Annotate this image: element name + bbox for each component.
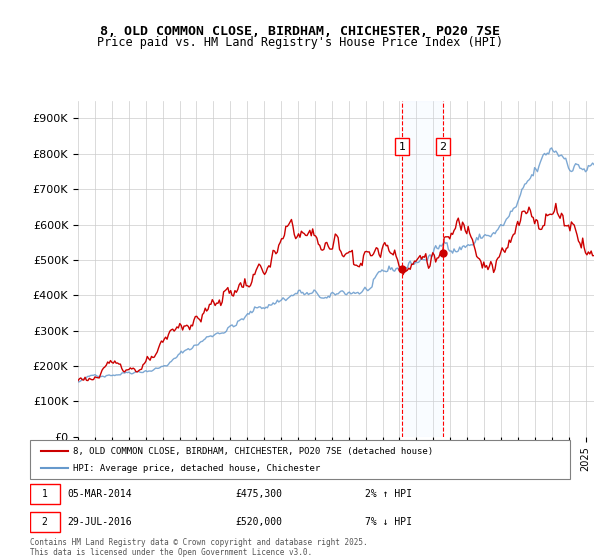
- FancyBboxPatch shape: [30, 440, 570, 479]
- Text: 7% ↓ HPI: 7% ↓ HPI: [365, 517, 412, 527]
- Text: Contains HM Land Registry data © Crown copyright and database right 2025.
This d: Contains HM Land Registry data © Crown c…: [30, 538, 368, 557]
- Text: 8, OLD COMMON CLOSE, BIRDHAM, CHICHESTER, PO20 7SE: 8, OLD COMMON CLOSE, BIRDHAM, CHICHESTER…: [100, 25, 500, 38]
- Text: 1: 1: [41, 489, 47, 499]
- FancyBboxPatch shape: [30, 512, 60, 532]
- Text: 2% ↑ HPI: 2% ↑ HPI: [365, 489, 412, 499]
- FancyBboxPatch shape: [30, 484, 60, 504]
- Text: £475,300: £475,300: [235, 489, 282, 499]
- Text: 05-MAR-2014: 05-MAR-2014: [68, 489, 133, 499]
- Text: 2: 2: [440, 142, 446, 152]
- Text: 2: 2: [41, 517, 47, 527]
- Text: HPI: Average price, detached house, Chichester: HPI: Average price, detached house, Chic…: [73, 464, 320, 473]
- Text: 8, OLD COMMON CLOSE, BIRDHAM, CHICHESTER, PO20 7SE (detached house): 8, OLD COMMON CLOSE, BIRDHAM, CHICHESTER…: [73, 447, 433, 456]
- Text: £520,000: £520,000: [235, 517, 282, 527]
- Text: 29-JUL-2016: 29-JUL-2016: [68, 517, 133, 527]
- Bar: [403, 101, 443, 437]
- Text: Price paid vs. HM Land Registry's House Price Index (HPI): Price paid vs. HM Land Registry's House …: [97, 36, 503, 49]
- Text: 1: 1: [399, 142, 406, 152]
